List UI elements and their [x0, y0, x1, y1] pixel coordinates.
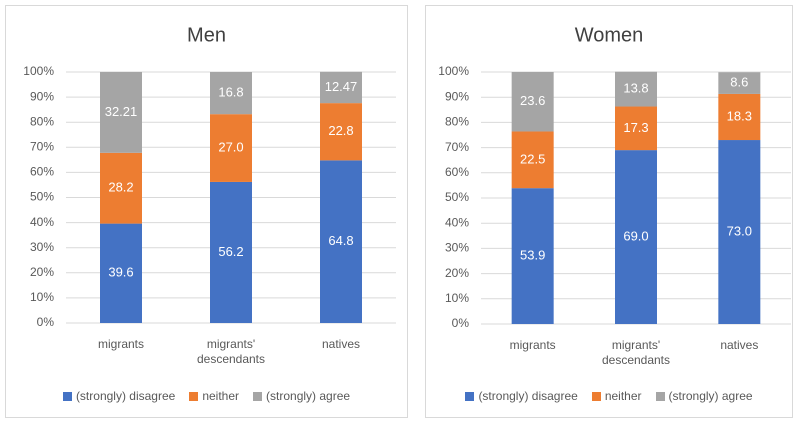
y-tick-label: 70% — [30, 139, 54, 153]
bar-segment — [718, 140, 761, 324]
bar-segment — [320, 160, 362, 323]
bar-segment — [100, 223, 142, 323]
y-tick-label: 30% — [30, 240, 54, 254]
x-tick-label: migrants' descendants — [601, 338, 671, 367]
data-label: 23.6 — [520, 93, 545, 108]
legend-swatch — [655, 391, 665, 401]
x-tick-label: migrants' descendants — [196, 337, 266, 366]
legend-label: (strongly) agree — [266, 389, 351, 403]
chart-title: Women — [575, 24, 644, 46]
legend-item: neither — [189, 389, 239, 403]
legend-swatch — [62, 391, 72, 401]
legend-label: neither — [202, 389, 240, 403]
bar-segment — [100, 71, 142, 153]
y-tick-label: 60% — [30, 165, 54, 179]
data-label: 39.6 — [108, 265, 133, 280]
data-label: 53.9 — [520, 248, 545, 263]
chart-panel: Women 0% 10% 20% 30% 40% 50% 60% 70% 80% 90% 100% 53… — [425, 5, 793, 418]
data-label: 73.0 — [727, 223, 752, 238]
data-label: 13.8 — [623, 81, 648, 96]
data-label: 56.2 — [218, 244, 243, 259]
data-label: 12.47 — [325, 79, 358, 94]
bar-segment — [100, 152, 142, 224]
bar-segment — [320, 71, 362, 104]
x-tick-label: migrants — [97, 337, 144, 351]
y-tick-label: 80% — [30, 114, 54, 128]
chart-title: Men — [187, 24, 226, 46]
y-tick-label: 50% — [30, 190, 54, 204]
x-tick-label: natives — [720, 338, 759, 352]
y-tick-label: 40% — [445, 215, 469, 229]
y-tick-label: 80% — [445, 115, 469, 129]
y-tick-label: 100% — [438, 64, 469, 78]
data-label: 22.8 — [328, 123, 353, 138]
data-label: 16.8 — [218, 85, 243, 100]
chart: Women 0% 10% 20% 30% 40% 50% 60% 70% 80% 90% 100% 53… — [438, 24, 791, 330]
y-tick-label: 10% — [30, 290, 54, 304]
y-tick-label: 0% — [37, 315, 55, 329]
legend-label: (strongly) agree — [668, 389, 753, 403]
y-tick-label: 10% — [445, 291, 469, 305]
data-label: 32.21 — [105, 104, 138, 119]
y-tick-label: 50% — [445, 190, 469, 204]
legend-swatch — [591, 391, 601, 401]
bar-segment — [615, 71, 657, 107]
bar-segment — [210, 114, 252, 182]
y-tick-label: 40% — [30, 215, 54, 229]
bar-segment — [718, 72, 761, 94]
x-tick-label: migrants — [509, 338, 556, 352]
bar-segment — [511, 72, 554, 132]
legend-swatch — [465, 391, 475, 401]
y-tick-label: 20% — [30, 265, 54, 279]
y-tick-label: 0% — [452, 316, 470, 330]
y-tick-label: 100% — [23, 64, 54, 78]
bar-segment — [511, 131, 554, 189]
chart: Men 0% 10% 20% 30% 40% 50% 60% 70% 80% 90% 100% 39.6… — [23, 24, 396, 329]
bar-segment — [210, 181, 252, 323]
legend: (strongly) disagree neither (strongly) agr… — [6, 389, 407, 403]
legend-label: (strongly) disagree — [75, 389, 176, 403]
legend: (strongly) disagree neither (strongly) agr… — [426, 389, 792, 403]
y-tick-label: 30% — [445, 241, 469, 255]
data-label: 27.0 — [218, 139, 243, 154]
data-label: 18.3 — [727, 108, 752, 123]
x-tick-label: natives — [321, 337, 361, 351]
legend-swatch — [253, 391, 263, 401]
bar-segment — [615, 106, 657, 151]
bar-segment — [511, 188, 554, 324]
y-tick-label: 90% — [30, 89, 54, 103]
data-label: 8.6 — [730, 75, 748, 90]
y-tick-label: 90% — [445, 89, 469, 103]
data-label: 28.2 — [108, 180, 133, 195]
y-tick-label: 70% — [445, 140, 469, 154]
legend-item: (strongly) disagree — [62, 389, 176, 403]
bar-segment — [718, 93, 761, 141]
legend-item: (strongly) agree — [253, 389, 350, 403]
legend-item: (strongly) agree — [655, 389, 753, 403]
legend-label: (strongly) disagree — [478, 389, 578, 403]
data-label: 17.3 — [623, 120, 648, 135]
y-tick-label: 60% — [445, 165, 469, 179]
bar-segment — [320, 103, 362, 161]
data-label: 22.5 — [520, 151, 545, 166]
bar-segment — [210, 72, 252, 115]
legend-label: neither — [604, 389, 642, 403]
legend-swatch — [189, 391, 199, 401]
bar-segment — [615, 150, 657, 324]
data-label: 64.8 — [328, 233, 353, 248]
chart-panel: Men 0% 10% 20% 30% 40% 50% 60% 70% 80% 90% 100% 39.6… — [5, 5, 408, 418]
data-label: 69.0 — [623, 228, 648, 243]
y-tick-label: 20% — [445, 266, 469, 280]
legend-item: neither — [591, 389, 642, 403]
legend-item: (strongly) disagree — [465, 389, 578, 403]
